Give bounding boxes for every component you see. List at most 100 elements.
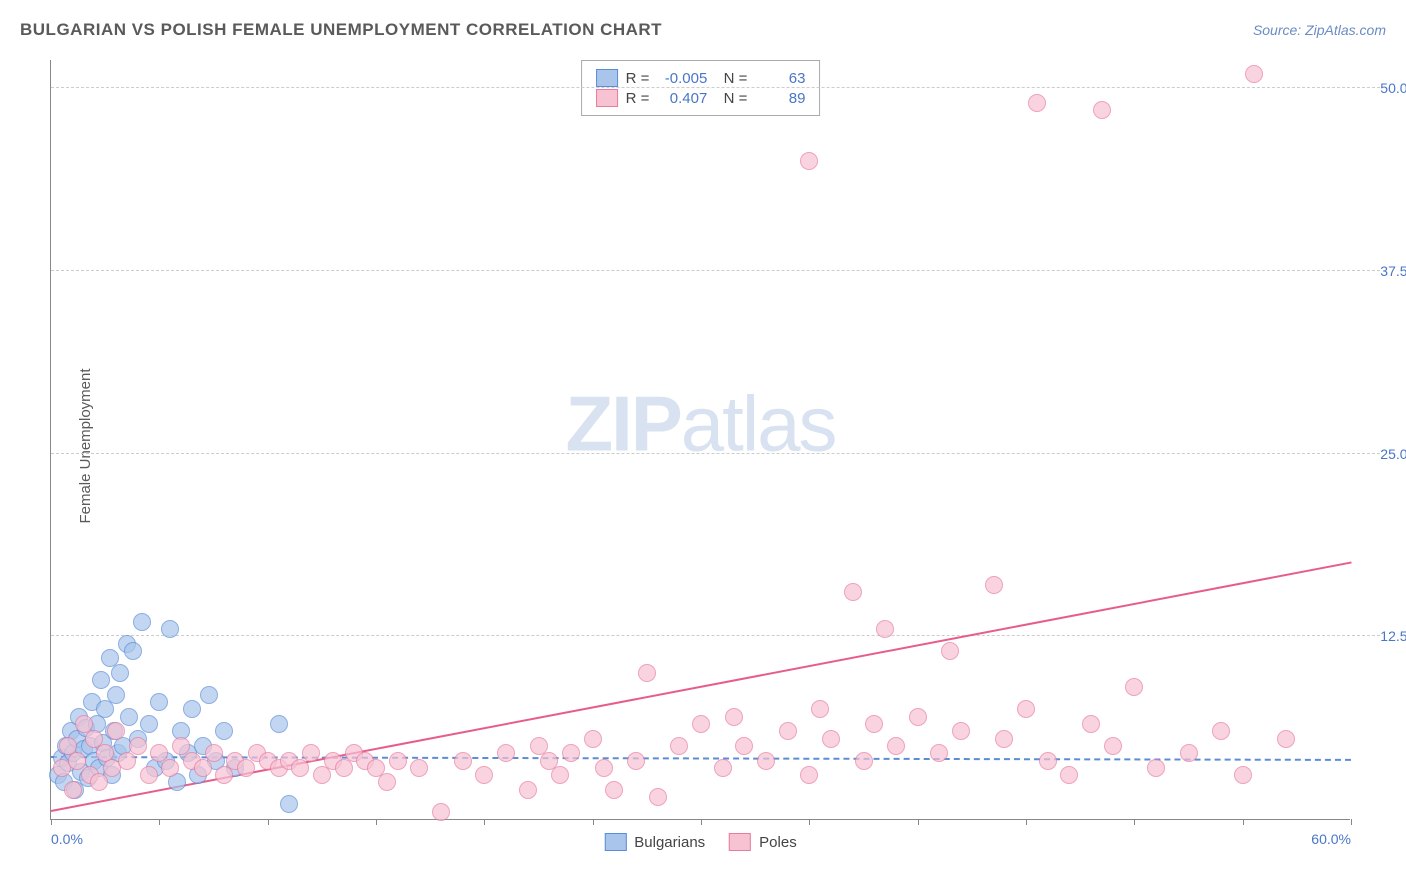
watermark: ZIPatlas	[565, 379, 835, 470]
data-point-poles	[313, 766, 331, 784]
data-point-poles	[1093, 101, 1111, 119]
data-point-poles	[1245, 65, 1263, 83]
data-point-poles	[551, 766, 569, 784]
data-point-poles	[811, 700, 829, 718]
data-point-poles	[215, 766, 233, 784]
data-point-poles	[876, 620, 894, 638]
data-point-poles	[1039, 752, 1057, 770]
data-point-bulgarians	[215, 722, 233, 740]
data-point-poles	[291, 759, 309, 777]
data-point-poles	[335, 759, 353, 777]
x-tick	[1026, 819, 1027, 825]
x-tick	[159, 819, 160, 825]
data-point-poles	[1104, 737, 1122, 755]
data-point-poles	[454, 752, 472, 770]
data-point-poles	[725, 708, 743, 726]
data-point-poles	[410, 759, 428, 777]
data-point-poles	[595, 759, 613, 777]
source-attribution: Source: ZipAtlas.com	[1253, 22, 1386, 38]
stat-r-value-bulgarians: -0.005	[657, 70, 707, 87]
legend-item-bulgarians: Bulgarians	[604, 833, 705, 851]
data-point-poles	[1125, 678, 1143, 696]
watermark-atlas: atlas	[681, 380, 836, 468]
data-point-bulgarians	[150, 693, 168, 711]
stat-r-label: R =	[626, 70, 650, 87]
data-point-poles	[735, 737, 753, 755]
x-tick	[51, 819, 52, 825]
data-point-poles	[302, 744, 320, 762]
data-point-bulgarians	[124, 642, 142, 660]
stat-n-label: N =	[715, 70, 747, 87]
legend-label-bulgarians: Bulgarians	[634, 834, 705, 851]
x-tick	[1134, 819, 1135, 825]
stat-n-value-poles: 89	[755, 90, 805, 107]
data-point-poles	[692, 715, 710, 733]
data-point-bulgarians	[280, 795, 298, 813]
data-point-bulgarians	[92, 671, 110, 689]
x-tick	[593, 819, 594, 825]
legend-row-poles: R = 0.407 N = 89	[596, 89, 806, 107]
legend-item-poles: Poles	[729, 833, 797, 851]
data-point-bulgarians	[120, 708, 138, 726]
data-point-poles	[1147, 759, 1165, 777]
data-point-poles	[1060, 766, 1078, 784]
x-tick	[1351, 819, 1352, 825]
data-point-poles	[389, 752, 407, 770]
data-point-poles	[941, 642, 959, 660]
x-tick	[701, 819, 702, 825]
data-point-poles	[887, 737, 905, 755]
data-point-bulgarians	[133, 613, 151, 631]
data-point-poles	[800, 152, 818, 170]
data-point-poles	[562, 744, 580, 762]
data-point-poles	[205, 744, 223, 762]
data-point-poles	[90, 773, 108, 791]
data-point-poles	[844, 583, 862, 601]
x-tick-label: 60.0%	[1311, 831, 1351, 847]
data-point-poles	[107, 722, 125, 740]
data-point-poles	[129, 737, 147, 755]
data-point-bulgarians	[111, 664, 129, 682]
gridline	[51, 635, 1380, 636]
data-point-poles	[800, 766, 818, 784]
data-point-poles	[649, 788, 667, 806]
data-point-poles	[985, 576, 1003, 594]
data-point-poles	[1028, 94, 1046, 112]
data-point-bulgarians	[270, 715, 288, 733]
data-point-bulgarians	[96, 700, 114, 718]
data-point-bulgarians	[200, 686, 218, 704]
x-tick	[484, 819, 485, 825]
data-point-poles	[865, 715, 883, 733]
data-point-poles	[497, 744, 515, 762]
gridline	[51, 453, 1380, 454]
x-tick	[1243, 819, 1244, 825]
chart-header: BULGARIAN VS POLISH FEMALE UNEMPLOYMENT …	[20, 20, 1386, 40]
stat-r-value-poles: 0.407	[657, 90, 707, 107]
x-tick	[809, 819, 810, 825]
data-point-poles	[161, 759, 179, 777]
data-point-poles	[68, 752, 86, 770]
data-point-poles	[432, 803, 450, 821]
data-point-poles	[638, 664, 656, 682]
x-tick-label: 0.0%	[51, 831, 83, 847]
data-point-poles	[1082, 715, 1100, 733]
x-tick	[376, 819, 377, 825]
data-point-poles	[670, 737, 688, 755]
data-point-poles	[995, 730, 1013, 748]
data-point-poles	[237, 759, 255, 777]
data-point-poles	[930, 744, 948, 762]
y-tick-label: 25.0%	[1380, 446, 1406, 462]
data-point-poles	[140, 766, 158, 784]
y-tick-label: 37.5%	[1380, 263, 1406, 279]
x-tick	[918, 819, 919, 825]
stat-r-label: R =	[626, 90, 650, 107]
data-point-poles	[194, 759, 212, 777]
data-point-poles	[1017, 700, 1035, 718]
data-point-poles	[822, 730, 840, 748]
stat-n-label: N =	[715, 90, 747, 107]
data-point-poles	[855, 752, 873, 770]
x-tick	[268, 819, 269, 825]
data-point-poles	[627, 752, 645, 770]
data-point-poles	[779, 722, 797, 740]
data-point-poles	[584, 730, 602, 748]
data-point-bulgarians	[183, 700, 201, 718]
